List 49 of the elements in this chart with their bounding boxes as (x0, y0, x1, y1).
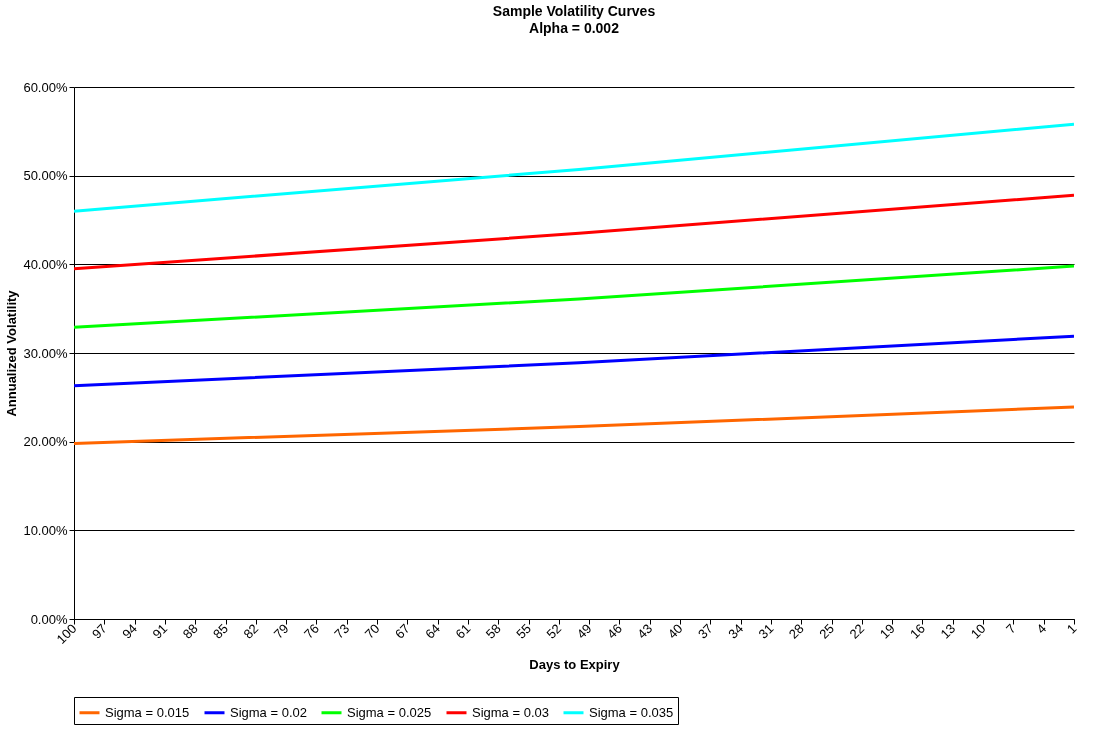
y-tick-label: 40.00% (23, 256, 68, 272)
legend-label: Sigma = 0.015 (105, 704, 190, 720)
legend-label: Sigma = 0.03 (472, 704, 549, 720)
y-tick-label: 0.00% (30, 611, 68, 627)
y-axis-title: Annualized Volatility (4, 289, 20, 417)
legend-label: Sigma = 0.035 (589, 704, 674, 720)
x-tick-label: 64 (422, 620, 444, 642)
x-tick-label: 79 (270, 620, 292, 642)
y-tick-label: 10.00% (23, 522, 68, 538)
y-tick-label: 50.00% (23, 168, 68, 184)
x-tick-label: 46 (604, 620, 625, 642)
legend-label: Sigma = 0.025 (347, 704, 432, 720)
x-tick-label: 61 (452, 620, 474, 642)
x-tick-label: 43 (634, 620, 656, 642)
x-tick-label: 85 (210, 620, 231, 642)
x-tick-label: 28 (785, 620, 807, 642)
x-tick-label: 1 (1063, 620, 1080, 637)
x-tick-label: 25 (816, 620, 838, 642)
x-tick-label: 67 (391, 620, 413, 642)
x-tick-label: 31 (755, 620, 777, 642)
x-tick-label: 52 (543, 620, 565, 642)
x-tick-label: 16 (907, 620, 928, 642)
chart-title: Sample Volatility Curves (492, 3, 656, 19)
x-tick-label: 70 (361, 620, 383, 642)
x-tick-label: 49 (573, 620, 595, 642)
x-tick-label: 4 (1033, 620, 1050, 637)
x-tick-label: 91 (149, 620, 171, 642)
x-axis-title: Days to Expiry (529, 656, 621, 672)
x-tick-label: 94 (119, 620, 141, 642)
legend-label: Sigma = 0.02 (230, 704, 307, 720)
x-tick-label: 76 (301, 620, 322, 642)
y-tick-label: 30.00% (23, 345, 68, 361)
x-tick-label: 73 (331, 620, 353, 642)
x-tick-label: 34 (725, 620, 747, 642)
x-tick-label: 97 (88, 620, 110, 642)
y-tick-label: 20.00% (23, 434, 68, 450)
x-tick-label: 19 (876, 620, 898, 642)
x-tick-label: 7 (1003, 620, 1019, 637)
x-tick-label: 88 (179, 620, 201, 642)
x-tick-label: 58 (482, 620, 504, 642)
x-tick-label: 40 (664, 620, 686, 642)
x-tick-label: 22 (846, 620, 868, 642)
x-tick-label: 13 (937, 620, 959, 642)
y-tick-label: 60.00% (23, 79, 68, 95)
x-tick-label: 10 (967, 620, 989, 642)
x-tick-label: 82 (240, 620, 262, 642)
chart-subtitle: Alpha = 0.002 (529, 20, 620, 36)
x-tick-label: 37 (694, 620, 716, 642)
x-tick-label: 55 (513, 620, 534, 642)
